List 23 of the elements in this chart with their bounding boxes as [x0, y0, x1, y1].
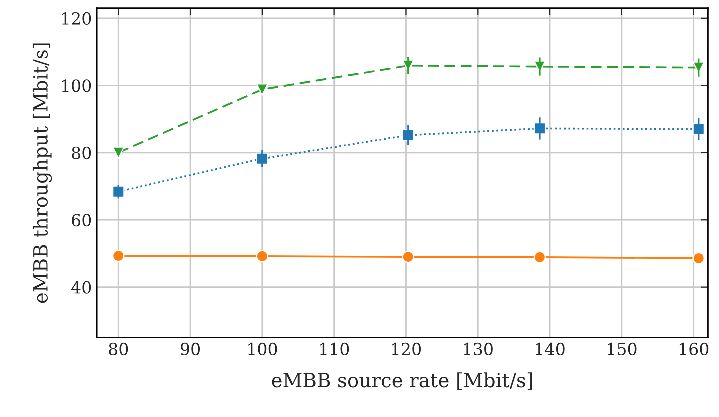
x-tick-label: 120 — [392, 342, 422, 356]
y-tick-label: 80 — [72, 146, 92, 160]
x-tick-label: 140 — [536, 342, 565, 356]
point — [534, 251, 546, 264]
y-tick-label: 40 — [72, 281, 92, 294]
point — [402, 250, 414, 264]
x-tick-label: 130 — [464, 342, 493, 356]
x-tick-label: 160 — [680, 342, 709, 356]
point — [692, 252, 705, 265]
point — [112, 250, 125, 262]
x-tick-label: 80 — [109, 342, 128, 356]
y-tick-label: 100 — [62, 80, 92, 92]
point — [112, 146, 125, 159]
y-tick-label: 60 — [72, 214, 92, 227]
point — [256, 250, 269, 263]
x-tick-label: 90 — [180, 342, 200, 356]
y-tick-label: 120 — [62, 12, 92, 25]
x-tick-label: 150 — [608, 342, 637, 356]
x-axis-title: eMBB source rate [Mbit/s] — [272, 372, 532, 390]
x-tick-label: 110 — [320, 342, 350, 356]
point — [256, 84, 269, 96]
y-axis-title: eMBB throughput [Mbit/s] — [32, 44, 52, 304]
x-tick-label: 100 — [248, 342, 278, 356]
